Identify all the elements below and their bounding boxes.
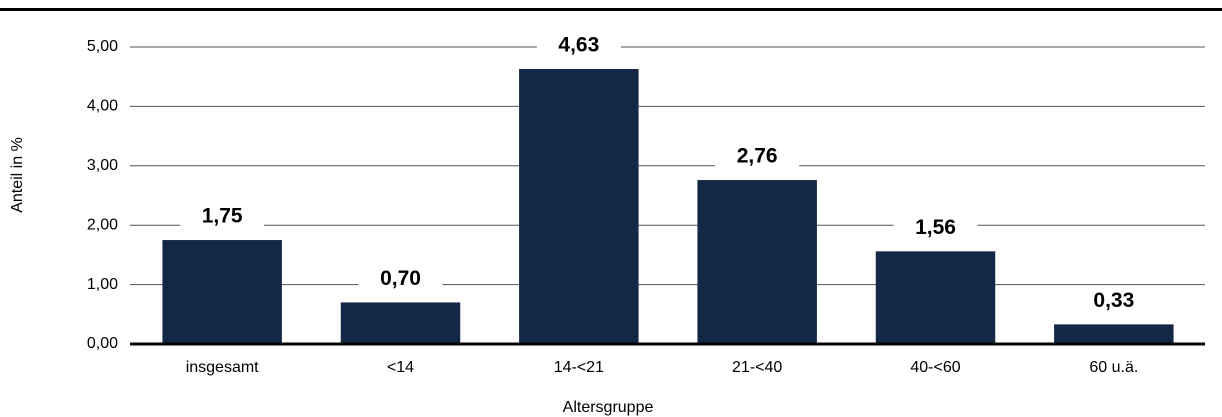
value-label-bg [715,142,800,173]
top-border [0,8,1222,11]
x-tick-label: 60 u.ä. [1089,359,1138,376]
x-tick-label: 40-<60 [910,359,960,376]
y-tick-label: 1,00 [87,276,118,293]
bar [875,251,996,344]
value-label-bg [358,264,443,295]
x-tick-label: 14-<21 [554,359,604,376]
y-axis-title: Anteil in % [9,137,26,213]
bar [1054,324,1174,344]
value-label: 4,63 [558,34,599,57]
value-label: 2,76 [737,145,778,168]
value-label-bg [536,30,621,61]
y-tick-label: 4,00 [87,98,118,115]
x-tick-label: 21-<40 [732,359,782,376]
value-label-bg [893,213,978,244]
value-label-bg [180,202,265,233]
value-label: 1,75 [202,205,243,228]
bar [162,240,282,344]
value-label: 0,70 [380,267,421,290]
value-label-bg [1071,286,1156,317]
y-tick-label: 5,00 [87,38,118,55]
x-tick-label: <14 [387,359,414,376]
value-label: 1,56 [915,216,956,239]
y-tick-label: 0,00 [87,335,118,352]
x-tick-label: insgesamt [186,359,259,376]
value-label: 0,33 [1093,289,1134,312]
y-tick-label: 3,00 [87,157,118,174]
bar [519,68,639,344]
y-tick-label: 2,00 [87,216,118,233]
bar [697,180,817,344]
bar [340,302,461,344]
x-axis-title: Altersgruppe [563,399,654,416]
